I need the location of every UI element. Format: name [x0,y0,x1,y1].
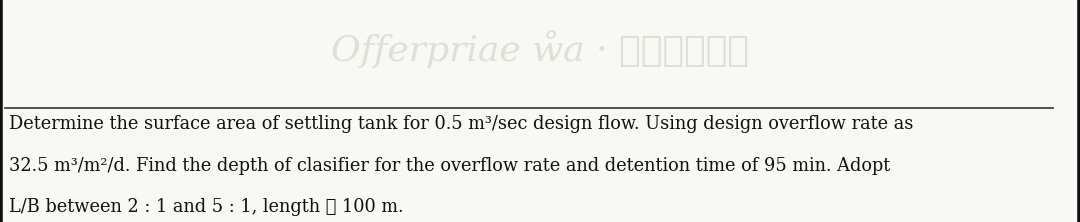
Text: L/B between 2 : 1 and 5 : 1, length ⩾ 100 m.: L/B between 2 : 1 and 5 : 1, length ⩾ 10… [9,198,403,216]
Text: Determine the surface area of settling tank for 0.5 m³/sec design flow. Using de: Determine the surface area of settling t… [9,115,913,133]
Text: Offerpriae ẘa · سولوسس: Offerpriae ẘa · سولوسس [332,30,748,68]
Text: 32.5 m³/m²/d. Find the depth of clasifier for the overflow rate and detention ti: 32.5 m³/m²/d. Find the depth of clasifie… [9,157,890,174]
